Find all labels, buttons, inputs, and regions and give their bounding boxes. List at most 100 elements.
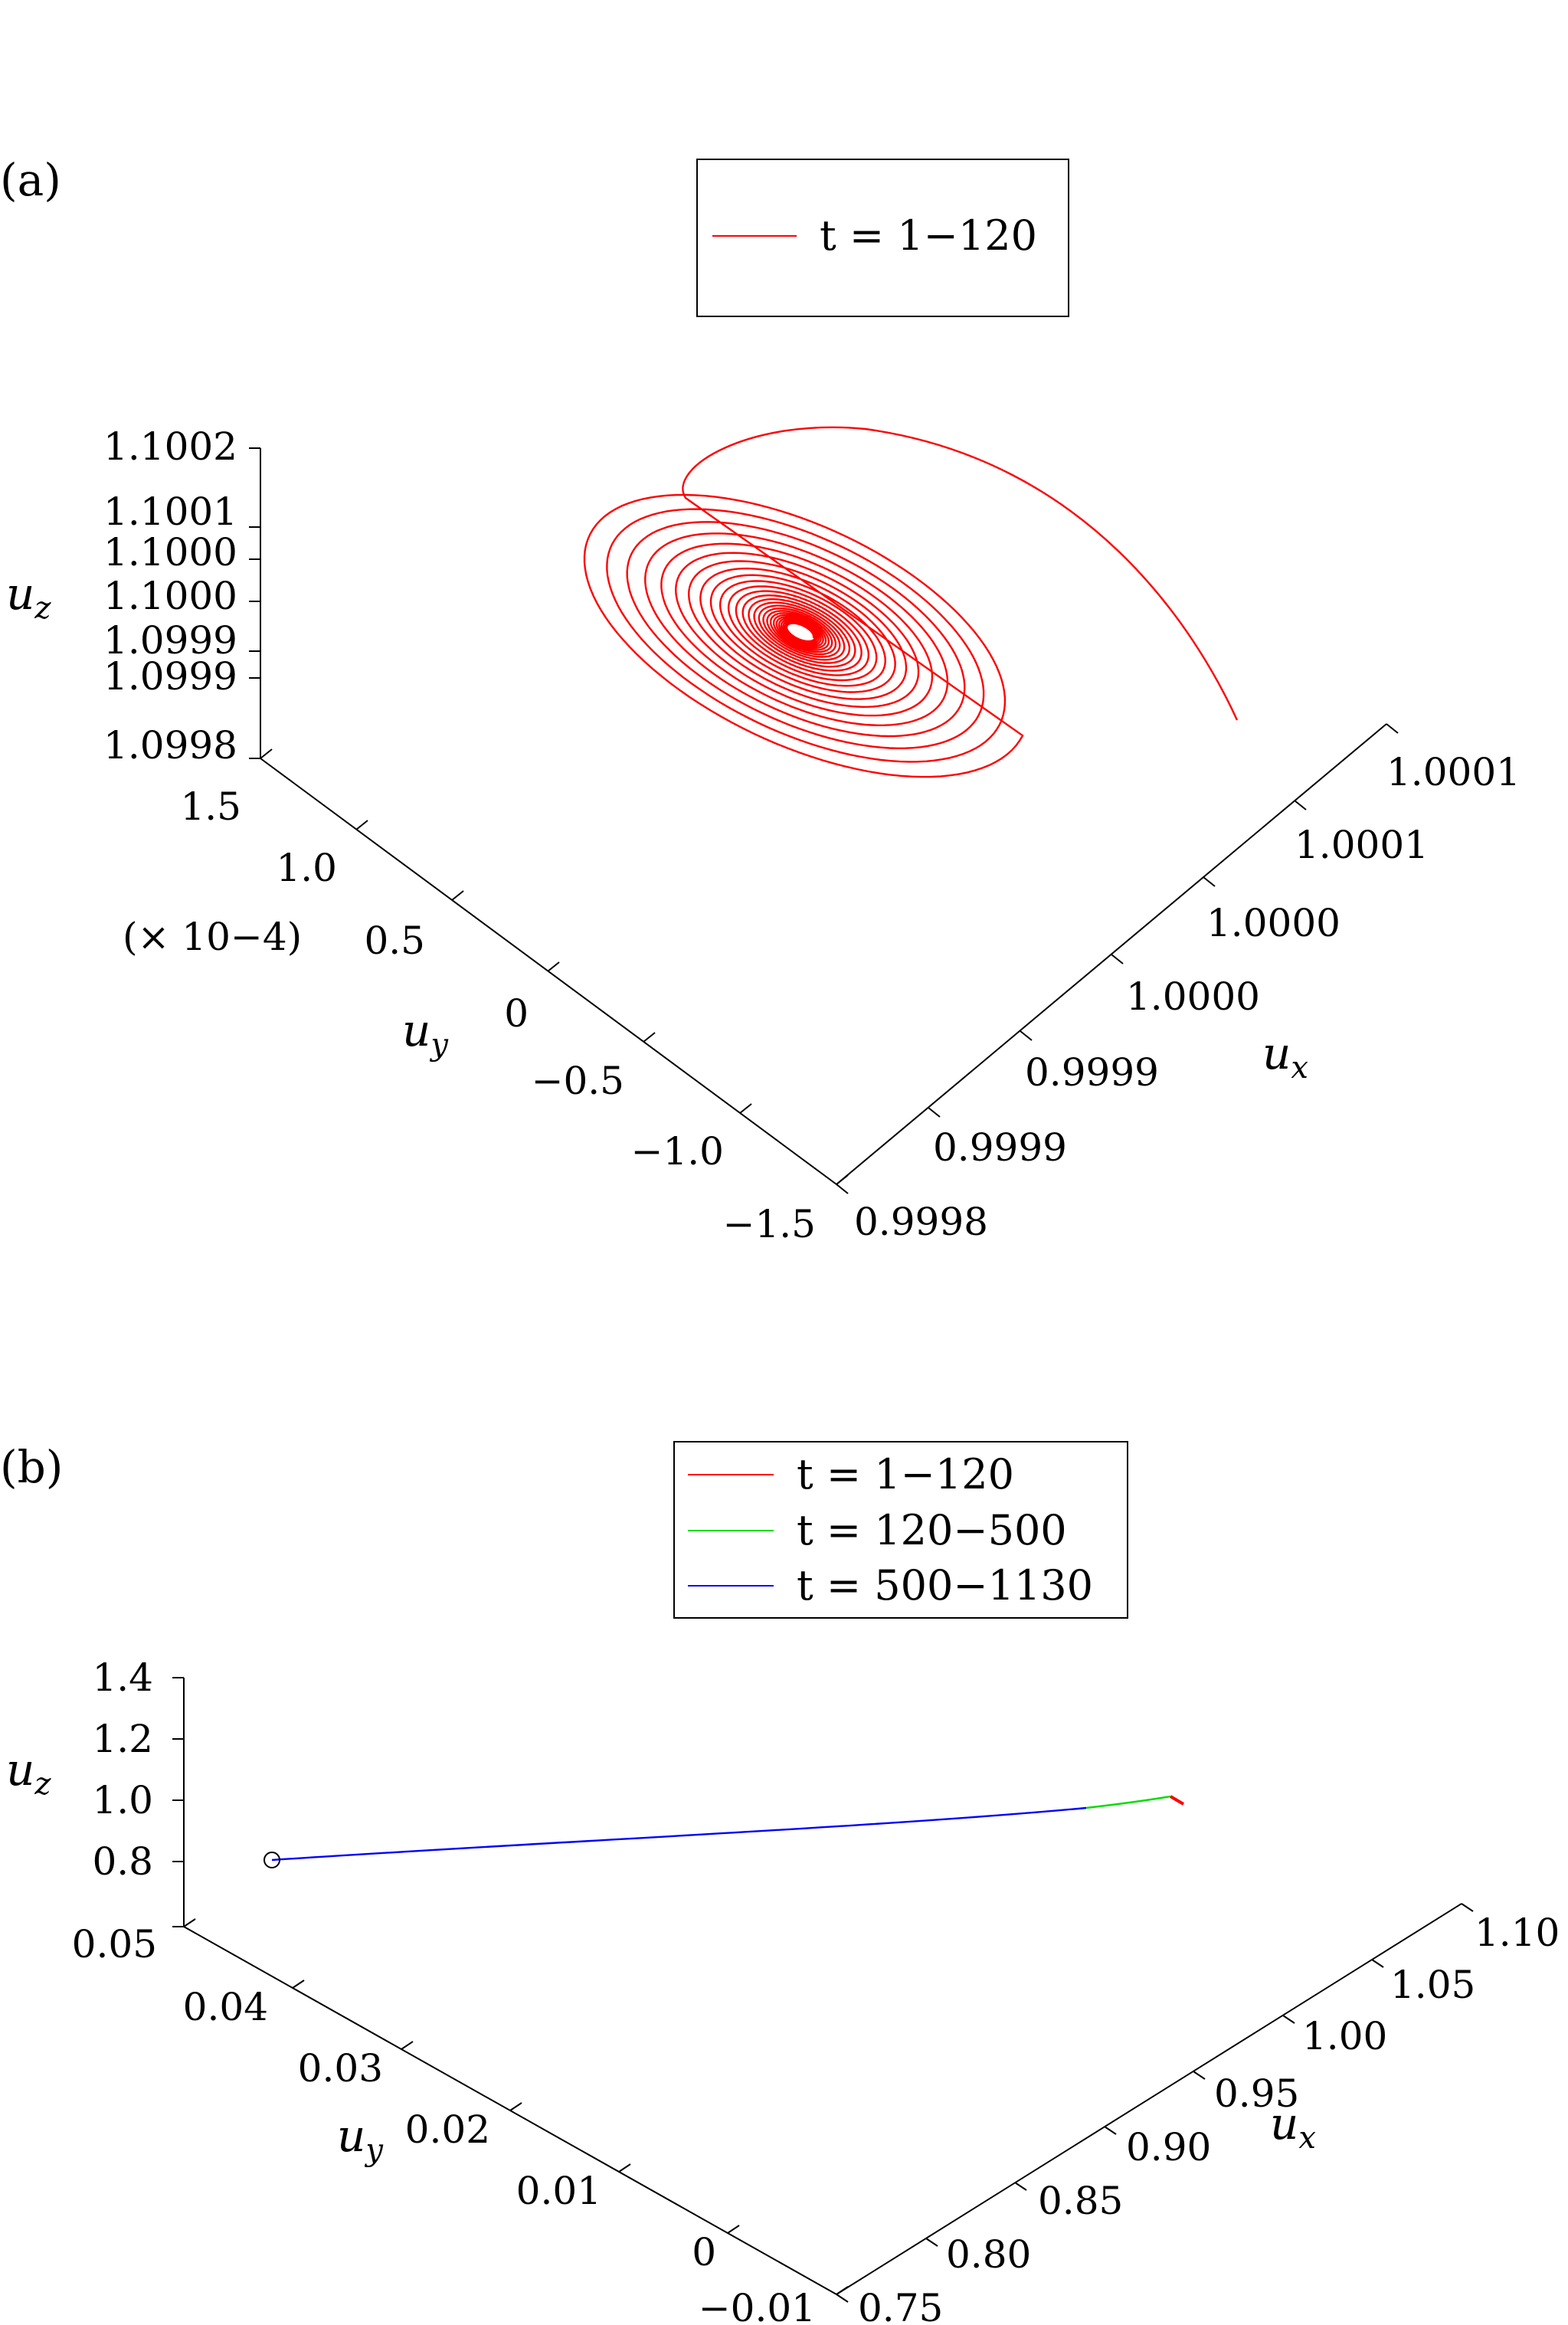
panel-a-y-ticklabel-4: 0.5 [364, 919, 425, 963]
panel-a-x-axis-label: ux [1262, 1027, 1308, 1086]
panel-a-x-tick-0 [836, 1184, 849, 1194]
panel-a-x-ticklabel-6: 1.0001 [1386, 750, 1521, 794]
panel-a-y-ticklabel-1: −1.0 [631, 1129, 724, 1174]
panel-a-x-ticklabel-4: 1.0000 [1206, 901, 1340, 945]
panel-b-end-marker [264, 1852, 280, 1868]
panel-b: (b) t = 1−120 t = 120−500 t = 500−1130 [0, 1441, 1560, 2325]
panel-a-y-ticklabel-2: −0.5 [532, 1059, 624, 1103]
panel-b-legend: t = 1−120 t = 120−500 t = 500−1130 [673, 1441, 1128, 1619]
panel-a-x-tick-6 [1386, 723, 1399, 734]
panel-a-x-tick-1 [928, 1107, 941, 1118]
panel-b-x-tick-5 [1282, 2015, 1295, 2024]
panel-b-z-ticks: 1.4 1.2 1.0 0.8 [92, 1655, 184, 1927]
panel-b-x-ticklabel-1: 0.80 [946, 2232, 1031, 2277]
panel-a-x-axis-line [836, 723, 1387, 1185]
panel-a-y-ticklabel-0: −1.5 [723, 1202, 816, 1246]
panel-a-z-ticklabel-0: 1.0998 [103, 723, 237, 768]
panel-b-y-tick-0 [836, 2286, 849, 2295]
panel-b-y-tick-2 [618, 2163, 631, 2173]
panel-a-y-ticklabel-3: 0 [504, 991, 529, 1036]
panel-a-x-ticklabel-3: 1.0000 [1126, 974, 1260, 1019]
panel-a-y-ticklabel-5: 1.0 [276, 846, 337, 890]
panel-b-y-ticklabel-2: 0.01 [516, 2169, 601, 2213]
panel-b-x-tick-7 [1461, 1903, 1474, 1912]
panel-b-label: (b) [0, 1441, 63, 1493]
panel-b-y-tick-3 [509, 2102, 522, 2111]
panel-a-x-tick-3 [1111, 954, 1124, 964]
panel-b-legend-label-2: t = 500−1130 [797, 1561, 1093, 1609]
panel-b-z-axis-label: uz [6, 1744, 51, 1802]
panel-b-y-ticklabel-6: 0.05 [72, 1922, 157, 1966]
panel-a-x-ticklabel-5: 1.0001 [1295, 823, 1429, 867]
panel-a-y-tick-2 [643, 1032, 656, 1043]
panel-a-y-ticks: 1.5 1.0 0.5 0 −0.5 −1.0 −1.5 (× 10−4) [123, 748, 849, 1246]
panel-a-z-ticklabel-4: 1.1000 [103, 530, 237, 575]
panel-b-y-tick-1 [727, 2225, 740, 2234]
panel-b-y-ticklabel-3: 0.02 [405, 2107, 490, 2152]
panel-a-legend-box [696, 159, 1069, 317]
panel-b-x-tick-2 [1014, 2182, 1027, 2191]
panel-b-z-ticklabel-1: 1.0 [92, 1778, 153, 1822]
panel-b-z-ticklabel-0: 0.8 [92, 1839, 153, 1884]
panel-b-x-tick-0 [836, 2294, 849, 2303]
panel-b-x-ticklabel-0: 0.75 [858, 2286, 943, 2325]
panel-b-x-ticklabel-6: 1.05 [1390, 1963, 1475, 2007]
panel-b-x-ticklabel-5: 1.00 [1302, 2014, 1387, 2058]
panel-a-series-0 [583, 426, 1239, 778]
panel-a-legend-label-0: t = 1−120 [820, 211, 1037, 260]
panel-a-y-tick-0 [836, 1174, 849, 1185]
panel-b-legend-label-1: t = 120−500 [797, 1506, 1067, 1554]
panel-b-series-0 [1169, 1795, 1185, 1806]
panel-b-series-2 [271, 1806, 1087, 1862]
panel-a-y-axis-label: uy [402, 1004, 449, 1063]
panel-a-label: (a) [0, 154, 61, 206]
panel-b-x-tick-6 [1371, 1959, 1384, 1968]
panel-b-z-ticklabel-3: 1.4 [92, 1655, 153, 1700]
panel-a-legend: t = 1−120 [696, 159, 1069, 317]
panel-a-z-ticklabel-5: 1.1001 [103, 490, 237, 534]
panel-a: (a) t = 1−120 1.1002 1.1001 1.1000 1.100… [0, 154, 1521, 1246]
panel-b-x-ticklabel-4: 0.95 [1214, 2071, 1299, 2116]
panel-a-y-tick-5 [355, 820, 368, 830]
panel-a-z-ticklabel-3: 1.1000 [103, 574, 237, 618]
panel-b-x-ticks: 0.75 0.80 0.85 0.90 0.95 1.00 1.05 1.10 [836, 1903, 1560, 2325]
panel-a-y-ticklabel-6: 1.5 [180, 784, 241, 829]
panel-a-z-ticklabel-6: 1.1002 [103, 424, 237, 469]
panel-b-y-ticklabel-4: 0.03 [298, 2046, 383, 2091]
panel-b-y-tick-5 [292, 1980, 305, 1989]
panel-a-x-ticklabel-1: 0.9999 [933, 1125, 1067, 1170]
panel-b-z-ticklabel-2: 1.2 [92, 1717, 153, 1761]
panel-b-y-ticklabel-0: −0.01 [699, 2286, 816, 2325]
panel-a-y-tick-4 [451, 890, 464, 901]
panel-b-y-axis-label: uy [337, 2110, 384, 2168]
panel-b-x-ticklabel-2: 0.85 [1038, 2179, 1123, 2223]
panel-b-y-tick-4 [401, 2041, 414, 2050]
panel-b-axes [183, 1678, 1462, 2295]
panel-b-legend-label-0: t = 1−120 [797, 1450, 1014, 1498]
panel-a-x-tick-2 [1020, 1030, 1033, 1041]
panel-a-y-tick-1 [739, 1103, 752, 1114]
panel-a-x-ticks: 0.9998 0.9999 0.9999 1.0000 1.0000 1.000… [836, 723, 1521, 1244]
panel-a-z-axis-label: uz [6, 568, 51, 626]
panel-a-z-ticklabel-1: 1.0999 [103, 654, 237, 699]
panel-a-x-ticklabel-2: 0.9999 [1025, 1050, 1159, 1095]
panel-a-z-ticks: 1.1002 1.1001 1.1000 1.1000 1.0999 1.099… [103, 424, 260, 768]
panel-b-x-tick-1 [925, 2238, 938, 2247]
panel-b-x-tick-4 [1193, 2071, 1206, 2080]
panel-b-series-1 [1085, 1795, 1171, 1809]
panel-b-x-ticklabel-7: 1.10 [1475, 1911, 1560, 1955]
panel-a-y-tick-6 [260, 748, 273, 759]
panel-b-x-ticklabel-3: 0.90 [1126, 2125, 1211, 2169]
panel-b-y-ticklabel-5: 0.04 [183, 1985, 268, 2029]
panel-b-x-axis-label: ux [1270, 2097, 1316, 2156]
panel-b-y-tick-6 [183, 1918, 196, 1927]
panel-b-x-tick-3 [1104, 2126, 1117, 2135]
panel-b-y-ticklabel-1: 0 [692, 2230, 716, 2274]
panel-a-y-tick-3 [547, 961, 560, 972]
panel-a-x-ticklabel-0: 0.9998 [854, 1200, 988, 1244]
panel-b-y-ticks: 0.05 0.04 0.03 0.02 0.01 0 −0.01 [72, 1918, 849, 2325]
panel-a-x-tick-4 [1203, 876, 1216, 887]
panel-a-y-multiplier: (× 10−4) [123, 915, 302, 959]
panel-a-z-ticklabel-2: 1.0999 [103, 618, 237, 663]
